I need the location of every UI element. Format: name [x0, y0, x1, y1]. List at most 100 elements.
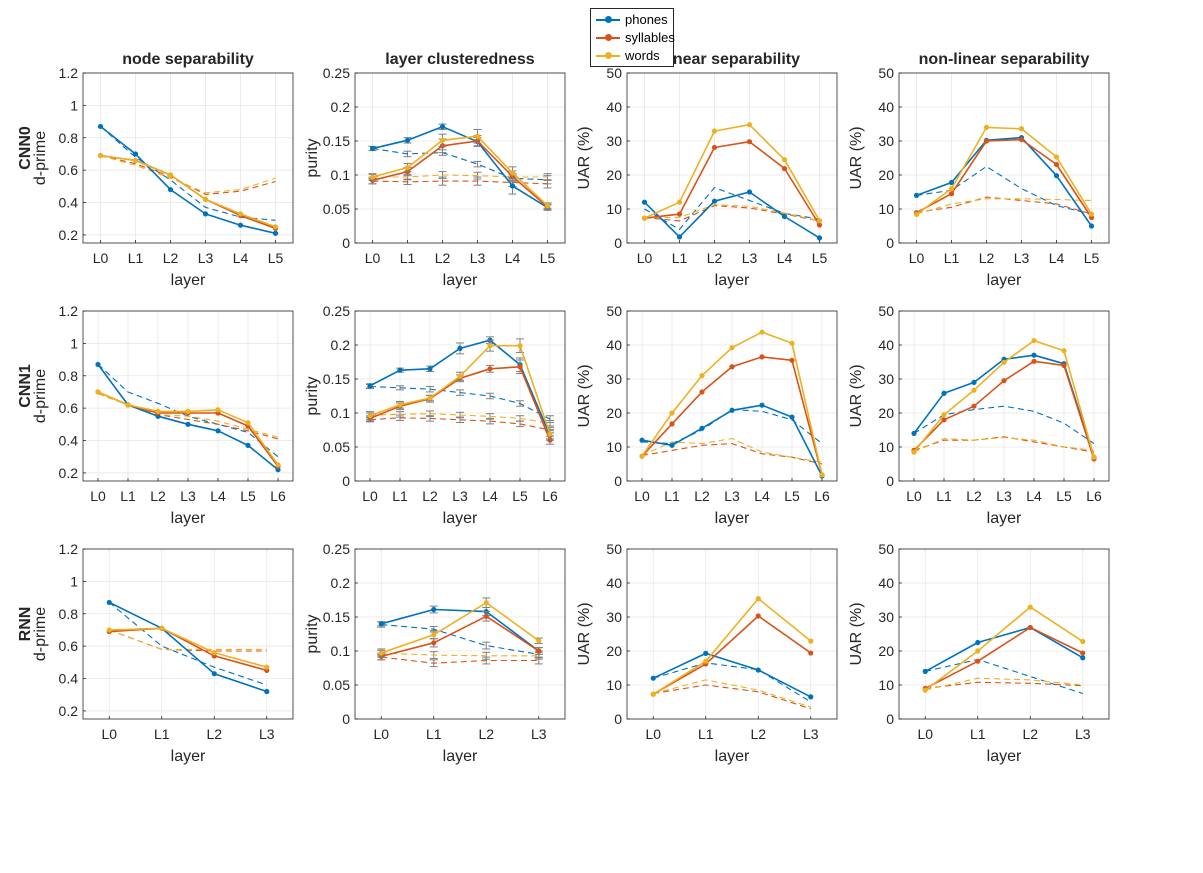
series-words-point	[1031, 337, 1037, 344]
baseline-phones-line	[644, 187, 820, 230]
baseline-phones-line	[916, 165, 1092, 215]
y-axis-label: d-prime	[32, 607, 49, 661]
y-tick-label: 50	[606, 541, 622, 557]
x-tick-label: L2	[979, 250, 995, 266]
x-tick-label: L1	[128, 250, 144, 266]
series-phones-point	[509, 183, 516, 189]
y-tick-label: 0.05	[323, 201, 350, 217]
series-syllables-point	[1001, 378, 1007, 384]
y-axis-label: purity	[304, 614, 321, 653]
axes-box	[82, 72, 294, 244]
series-syllables-point	[699, 389, 705, 395]
x-axis-label: layer	[171, 510, 206, 527]
y-tick-label: 50	[606, 65, 622, 81]
y-tick-label: 0	[614, 711, 622, 727]
x-tick-label: L1	[944, 250, 960, 266]
x-tick-label: L5	[512, 488, 528, 504]
series-words-point	[1080, 638, 1086, 645]
x-tick-label: L1	[698, 726, 714, 742]
y-tick-label: 20	[606, 643, 622, 659]
series-phones-point	[755, 667, 761, 673]
baseline-words-line	[925, 677, 1083, 691]
series-syllables-line	[372, 140, 549, 208]
x-tick-label: L1	[392, 488, 408, 504]
x-tick-label: L0	[645, 726, 661, 742]
series-phones-point	[781, 213, 788, 220]
series-words-line	[652, 597, 812, 695]
y-tick-label: 1	[70, 573, 78, 589]
x-tick-label: L3	[531, 726, 547, 742]
x-tick-label: L0	[373, 726, 389, 742]
legend-marker-words	[605, 52, 612, 59]
x-tick-label: L3	[803, 726, 819, 742]
panel-title: layer clusteredness	[385, 51, 535, 68]
y-tick-label: 20	[878, 167, 894, 183]
x-tick-label: L2	[435, 250, 451, 266]
y-tick-label: 1	[70, 97, 78, 113]
y-tick-label: 50	[606, 303, 622, 319]
baseline-syllables-line	[644, 205, 820, 222]
series-words-point	[264, 664, 270, 670]
x-tick-label: L3	[724, 488, 740, 504]
panel-rnn-nonlinear: 0 10 20 30 40 50 L0 L1 L2 L3 layer UAR (%)	[848, 541, 1110, 765]
baseline-phones-line	[108, 601, 267, 686]
series-syllables-point	[808, 650, 814, 656]
y-tick-label: 0.25	[323, 541, 350, 557]
x-tick-label: L0	[365, 250, 381, 266]
series-phones-point	[185, 421, 191, 427]
y-tick-label: 0	[886, 473, 894, 489]
y-tick-label: 0.4	[59, 671, 79, 687]
series-phones-point	[1080, 655, 1086, 661]
series-words-point	[922, 687, 928, 693]
series-phones-point	[215, 428, 221, 434]
series-phones-point	[1088, 223, 1095, 229]
series-words-point	[106, 627, 112, 633]
panel-cnn1-linear: 0 10 20 30 40 50 L0 L1 L2 L3 L4 L5 L6 layer UAR (%)	[576, 303, 838, 527]
x-tick-label: L1	[426, 726, 442, 742]
series-words-line	[644, 123, 821, 221]
axes-box	[82, 548, 294, 720]
series-phones-point	[703, 650, 709, 656]
series-phones-point	[97, 123, 104, 130]
series-words-point	[397, 402, 403, 408]
y-tick-label: 50	[878, 65, 894, 81]
series-words-point	[155, 408, 161, 414]
series-words-point	[781, 157, 788, 163]
baseline-syllables-line	[925, 681, 1083, 689]
series-words-point	[971, 387, 977, 393]
baseline-syllables-line	[381, 656, 539, 664]
baseline-words-line	[913, 436, 1095, 453]
series-words-point	[536, 638, 542, 644]
y-tick-label: 0.25	[323, 65, 350, 81]
series-phones-line	[916, 136, 1093, 227]
y-tick-label: 10	[606, 201, 622, 217]
legend-item-words: words	[591, 47, 673, 65]
plot-area	[899, 549, 1109, 719]
series-words-point	[97, 152, 104, 159]
x-tick-label: L3	[742, 250, 758, 266]
series-words-point	[816, 217, 823, 224]
x-tick-label: L5	[1084, 250, 1100, 266]
y-tick-label: 0	[886, 711, 894, 727]
y-tick-label: 0.25	[323, 303, 350, 319]
y-tick-label: 0.1	[331, 167, 351, 183]
x-tick-label: L1	[120, 488, 136, 504]
series-phones-point	[439, 124, 446, 130]
series-words-point	[1091, 454, 1097, 460]
series-syllables-point	[746, 139, 753, 145]
plot-area	[355, 73, 565, 243]
y-tick-label: 0.2	[59, 227, 79, 243]
series-words-point	[367, 413, 373, 419]
x-tick-label: L0	[362, 488, 378, 504]
legend-label-words: words	[625, 48, 660, 63]
series-words-point	[211, 650, 217, 656]
y-tick-label: 0.4	[59, 195, 79, 211]
x-tick-label: L1	[936, 488, 952, 504]
series-phones-point	[369, 145, 376, 152]
series-words-point	[808, 638, 814, 644]
series-syllables-line	[644, 140, 821, 226]
y-tick-label: 0	[614, 235, 622, 251]
x-axis-label: layer	[715, 748, 750, 765]
legend-item-syllables: syllables	[591, 29, 675, 47]
legend-label-syllables: syllables	[625, 30, 675, 45]
